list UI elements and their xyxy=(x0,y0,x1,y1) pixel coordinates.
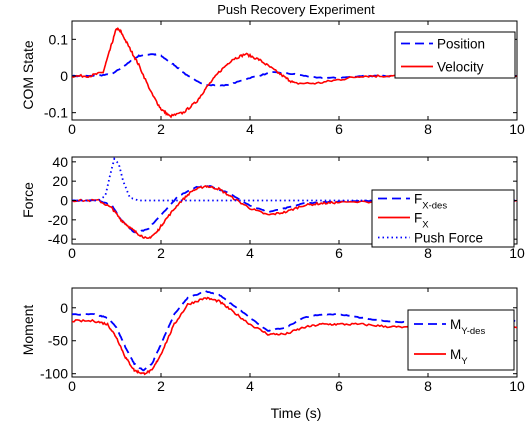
legend-com-state: Position Velocity xyxy=(394,31,516,79)
legend-label-subscript: Y-des xyxy=(461,326,485,337)
y-tick-label: 0.1 xyxy=(49,31,69,47)
x-tick-label: 6 xyxy=(335,121,343,137)
y-axis-label-moment: Moment xyxy=(20,305,36,356)
y-axis-label-com-state: COM State xyxy=(20,40,36,109)
legend-box xyxy=(371,189,515,248)
legend-label: Velocity xyxy=(437,60,484,75)
x-tick-label: 10 xyxy=(509,245,525,261)
x-tick-label: 8 xyxy=(424,378,432,394)
legend-box xyxy=(394,31,516,79)
x-tick-label: 2 xyxy=(157,245,165,261)
legend-label: Push Force xyxy=(414,231,483,246)
x-tick-label: 6 xyxy=(335,245,343,261)
legend-label-subscript: Y xyxy=(461,356,468,367)
x-tick-label: 0 xyxy=(68,245,76,261)
y-tick-label: -100 xyxy=(40,366,68,382)
series-line-1 xyxy=(72,184,517,240)
x-tick-label: 0 xyxy=(68,378,76,394)
series-line-0 xyxy=(72,53,517,87)
y-tick-label: 20 xyxy=(52,173,68,189)
x-tick-label: 2 xyxy=(157,121,165,137)
panel-com-state: COM State 0 2 4 6 8 10-0.100.1 PositionVeloci… xyxy=(20,20,525,137)
legend-label-subscript: X-des xyxy=(422,201,447,212)
y-tick-label: 0 xyxy=(60,300,68,316)
series-line-1 xyxy=(72,296,517,376)
x-tick-label: 10 xyxy=(509,378,525,394)
legend-label-subscript: X xyxy=(422,220,429,231)
chart-title: Push Recovery Experiment xyxy=(217,2,375,17)
x-tick-label: 6 xyxy=(335,378,343,394)
x-tick-label: 4 xyxy=(246,378,254,394)
x-axis-label: Time (s) xyxy=(271,405,322,421)
series-line-0 xyxy=(72,289,517,372)
legend-box xyxy=(407,309,515,371)
y-tick-label: -40 xyxy=(48,231,68,247)
y-tick-label: 0 xyxy=(60,68,68,84)
legend-label: Position xyxy=(437,37,485,52)
x-tick-label: 8 xyxy=(424,121,432,137)
y-axis-label-force: Force xyxy=(20,182,36,218)
y-tick-label: -0.1 xyxy=(44,105,68,121)
x-tick-label: 8 xyxy=(424,245,432,261)
x-tick-label: 0 xyxy=(68,121,76,137)
x-tick-label: 4 xyxy=(246,245,254,261)
y-tick-label: 0 xyxy=(60,193,68,209)
y-tick-label: -50 xyxy=(48,333,68,349)
x-tick-label: 2 xyxy=(157,378,165,394)
x-tick-label: 10 xyxy=(509,121,525,137)
y-tick-label: -20 xyxy=(48,212,68,228)
x-tick-label: 4 xyxy=(246,121,254,137)
y-tick-label: 40 xyxy=(52,154,68,170)
series-line-2 xyxy=(72,157,517,202)
series-line-1 xyxy=(72,26,517,119)
